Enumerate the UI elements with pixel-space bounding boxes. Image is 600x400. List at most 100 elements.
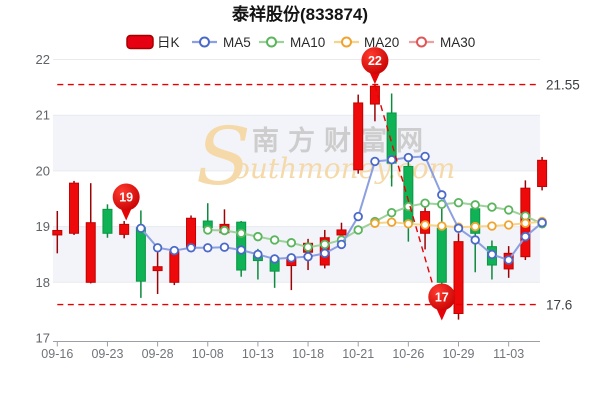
candle-body: [169, 251, 180, 283]
ma10-marker: [203, 225, 213, 235]
ma5-series: [136, 151, 547, 265]
legend: 日K MA5 MA10 MA20 MA30: [126, 34, 475, 50]
ma20-marker: [386, 217, 397, 227]
ma5-marker: [152, 243, 163, 253]
ma20-marker: [487, 221, 497, 231]
watermark-big-s: S: [196, 110, 251, 203]
ma10-marker: [487, 202, 497, 212]
value-badges: 22 19 17: [112, 47, 456, 321]
ma5-marker: [236, 245, 246, 255]
ma20-marker: [403, 219, 414, 229]
ma5-marker: [487, 249, 497, 260]
ma5-marker: [420, 151, 430, 162]
ma10-marker: [236, 228, 246, 238]
ma5-marker: [253, 249, 263, 260]
legend-candle-swatch-icon: [126, 34, 154, 50]
candle-body: [353, 102, 364, 171]
ma10-marker: [303, 242, 313, 252]
candlestick: [135, 210, 146, 298]
candlestick-series: [52, 84, 548, 320]
ma20-marker: [503, 220, 514, 230]
chart-title: 泰祥股份(833874): [232, 4, 368, 24]
candle-body: [52, 229, 63, 236]
ma5-marker: [203, 243, 213, 253]
legend-item-日k[interactable]: 日K: [126, 34, 180, 50]
x-axis-tick-label: 10-26: [392, 347, 424, 361]
ma5-marker: [219, 242, 230, 252]
ma10-marker: [219, 225, 230, 236]
candle-body: [537, 159, 548, 187]
legend-item-label: MA20: [364, 35, 399, 50]
x-axis-tick-label: 10-18: [292, 347, 324, 361]
candlestick: [119, 221, 130, 239]
legend-ring-icon: [199, 36, 210, 48]
candlestick: [85, 183, 96, 284]
legend-ring-icon: [266, 36, 277, 48]
x-axis-tick-label: 11-03: [493, 347, 524, 361]
candle-body: [336, 229, 347, 236]
y-axis-tick-label: 19: [36, 219, 50, 234]
legend-item-ma5[interactable]: MA5: [192, 35, 251, 50]
candle-body: [119, 223, 130, 235]
ma10-marker: [320, 239, 330, 250]
x-axis-tick-label: 10-21: [342, 347, 374, 361]
y-axis-tick-label: 21: [36, 108, 50, 123]
ma5-marker: [320, 248, 330, 259]
ma5-marker: [437, 190, 447, 200]
legend-ring-icon: [416, 36, 427, 48]
ma20-marker: [420, 220, 430, 230]
candle-body: [69, 182, 80, 234]
candlestick: [453, 233, 464, 320]
badge-17: 17: [428, 283, 456, 321]
x-axis-tick-label: 09-23: [91, 347, 123, 361]
ma10-marker: [353, 225, 363, 235]
ma20-marker: [437, 221, 447, 231]
x-axis-tick-label: 10-13: [242, 347, 274, 361]
ma5-marker: [186, 243, 196, 253]
ma5-marker: [269, 254, 280, 264]
ma5-marker: [136, 223, 146, 233]
ma5-marker: [386, 155, 397, 165]
candlestick: [152, 251, 163, 294]
level-label: 17.6: [546, 297, 572, 312]
ma5-marker: [403, 152, 414, 163]
ma5-marker: [336, 239, 347, 250]
y-axis-tick-label: 18: [36, 275, 50, 290]
x-axis-tick-label: 10-08: [192, 347, 224, 361]
ma5-marker: [353, 211, 363, 222]
badge-circle: [112, 183, 140, 211]
ma10-marker: [420, 198, 430, 208]
badge-label: 19: [119, 191, 133, 205]
candle-body: [436, 227, 447, 283]
legend-item-ma20[interactable]: MA20: [334, 35, 399, 50]
ma20-marker: [370, 218, 380, 228]
candlestick: [353, 94, 364, 174]
ma20-marker: [470, 221, 480, 232]
ma5-marker: [470, 235, 480, 245]
x-axis-tick-label: 10-29: [443, 347, 475, 361]
ma5-marker: [169, 245, 180, 256]
y-axis-tick-label: 22: [36, 52, 50, 67]
candlestick: [537, 156, 548, 191]
legend-item-label: MA5: [223, 35, 251, 50]
candle-body: [403, 165, 414, 224]
legend-item-label: MA10: [290, 35, 325, 50]
y-axis-tick-label: 17: [36, 331, 50, 346]
candlestick: [69, 180, 80, 235]
level-label: 21.55: [546, 77, 580, 92]
badge-22: 22: [361, 47, 389, 85]
legend-item-ma30[interactable]: MA30: [409, 35, 475, 50]
ma10-marker: [470, 200, 480, 210]
badge-label: 17: [435, 290, 449, 304]
ma10-marker: [453, 197, 464, 208]
background-stripe: [53, 115, 540, 171]
ma5-marker: [303, 251, 313, 262]
ma5-marker: [286, 253, 297, 263]
candle-body: [453, 241, 464, 314]
ma10-marker: [253, 231, 263, 242]
legend-item-label: MA30: [440, 35, 475, 50]
legend-item-ma10[interactable]: MA10: [259, 35, 325, 50]
candle-body: [85, 222, 96, 283]
